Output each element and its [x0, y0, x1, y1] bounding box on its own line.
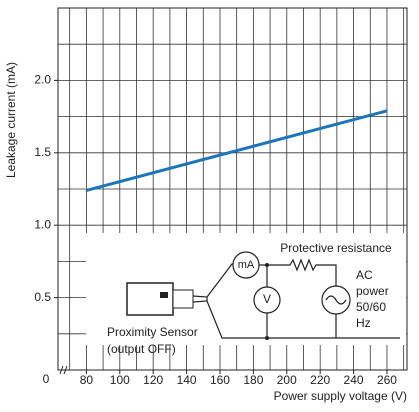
sensor-indicator	[160, 292, 168, 298]
data-line	[86, 109, 388, 192]
source-label: 50/60	[356, 300, 386, 314]
x-axis-label: Power supply voltage (V)	[274, 389, 407, 403]
x-tick-label: 220	[310, 373, 330, 387]
sensor-head	[172, 289, 194, 309]
source-label: power	[356, 284, 389, 298]
sensor-body	[126, 282, 174, 316]
y-axis-label: Leakage current (mA)	[4, 62, 18, 178]
x-tick-label: 240	[344, 373, 364, 387]
source-label: AC	[356, 268, 373, 282]
source-label: Hz	[356, 316, 371, 330]
wire-resistor	[259, 258, 337, 286]
y-tick-label: 0.5	[34, 290, 51, 304]
node	[265, 336, 269, 340]
sine	[325, 295, 347, 305]
x-tick-label: 200	[277, 373, 297, 387]
x-tick-label: 140	[177, 373, 197, 387]
x-tick-label: 80	[80, 373, 94, 387]
connector	[192, 295, 208, 303]
wire	[206, 300, 400, 339]
ac-source-symbol	[321, 285, 351, 315]
voltmeter-label: V	[263, 292, 271, 306]
sensor-label: Proximity Sensor	[107, 325, 198, 339]
wire	[266, 265, 337, 338]
resistor-label: Protective resistance	[280, 241, 392, 255]
x-tick-label: 120	[143, 373, 163, 387]
circuit-inset: mA V Protective resistance AC power 50/6…	[86, 233, 406, 356]
plot-frame	[57, 7, 408, 371]
x-origin-label: 0	[43, 372, 50, 386]
y-tick-label: 1.0	[34, 217, 51, 231]
sensor-label: (output OFF)	[107, 342, 176, 356]
ammeter-label: mA	[238, 259, 255, 271]
x-tick-label: 260	[377, 373, 397, 387]
y-tick-label: 2.0	[34, 73, 51, 87]
y-tick-label: 1.5	[34, 145, 51, 159]
voltmeter-symbol	[253, 286, 281, 314]
x-tick-label: 160	[210, 373, 230, 387]
x-tick-label: 180	[243, 373, 263, 387]
axis-break	[59, 365, 68, 375]
x-tick-label: 100	[110, 373, 130, 387]
